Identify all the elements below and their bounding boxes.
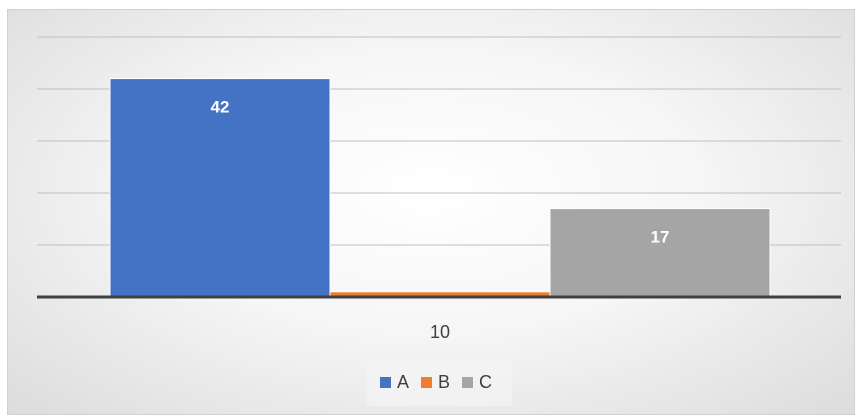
data-label-c: 17	[651, 228, 670, 247]
legend-entry-c: C	[462, 372, 492, 393]
data-labels: 42 17	[211, 98, 670, 247]
legend: A B C	[380, 372, 492, 393]
legend-entry-a: A	[380, 372, 409, 393]
legend-swatch-c	[462, 377, 474, 388]
bar-c	[549, 208, 771, 298]
legend-label-c: C	[479, 372, 493, 392]
legend-swatch-b	[421, 377, 433, 388]
legend-label-a: A	[397, 372, 410, 392]
legend-swatch-a	[380, 377, 391, 388]
category-label: 10	[430, 322, 450, 342]
bars	[109, 78, 771, 298]
legend-label-b: B	[438, 372, 451, 392]
legend-entry-b: B	[421, 372, 450, 393]
legend-background	[367, 360, 512, 406]
bar-a	[109, 78, 331, 298]
data-label-a: 42	[211, 98, 230, 117]
